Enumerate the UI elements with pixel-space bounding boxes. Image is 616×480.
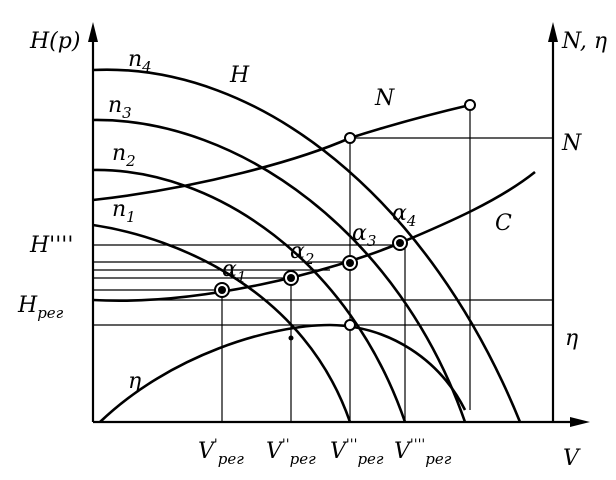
sub: 2: [125, 152, 136, 170]
sup: ': [214, 437, 218, 453]
point-dot: [287, 274, 295, 282]
eta-right-label: η: [565, 326, 578, 351]
point-dot: [218, 286, 226, 294]
hreg-label: Hрег: [17, 293, 64, 322]
n1-label: n1: [112, 197, 136, 226]
base: n: [128, 47, 142, 72]
markers: [214, 99, 476, 341]
curve-n4: [92, 68, 522, 423]
base: α: [222, 257, 237, 282]
base: V: [266, 439, 284, 464]
curve-n1: [92, 223, 352, 423]
point-eta: [344, 319, 356, 331]
v2-label: V''рег: [266, 437, 316, 468]
sup: ''': [346, 437, 358, 453]
sub: рег: [290, 450, 316, 468]
curve-n: [92, 103, 471, 202]
sup: '''': [410, 437, 425, 453]
point-n: [344, 132, 356, 144]
sub: рег: [357, 450, 383, 468]
alpha-1: α1: [222, 257, 246, 286]
alpha-4: α4: [392, 201, 416, 230]
alpha-3: α3: [352, 221, 376, 250]
x-axis-label: V: [563, 446, 581, 471]
base: n: [112, 141, 126, 166]
v3-label: V'''рег: [330, 437, 384, 468]
base: n: [108, 93, 122, 118]
axes: [88, 22, 590, 427]
v1-label: V'рег: [198, 437, 244, 468]
point-n-end: [464, 99, 476, 111]
n2-label: n2: [112, 141, 136, 170]
curve-c: [92, 170, 536, 302]
curve-eta: [99, 323, 467, 423]
base: α: [290, 239, 305, 264]
point-small: [288, 335, 294, 341]
n3-label: n3: [108, 93, 132, 122]
alpha-2: α2: [290, 239, 314, 268]
base: V: [198, 439, 216, 464]
arrow: [570, 417, 590, 427]
v4-label: V''''рег: [394, 437, 452, 468]
base: n: [112, 197, 126, 222]
sub: рег: [37, 304, 63, 322]
curve-n3: [92, 118, 467, 423]
sup: '': [282, 437, 290, 453]
curve-n2: [92, 168, 407, 423]
n-right-label: N: [561, 131, 582, 156]
sub: 3: [367, 232, 377, 250]
h4-label: H'''': [29, 233, 73, 258]
sub: 1: [126, 208, 136, 226]
sub: 3: [122, 104, 132, 122]
n4-label: n4: [128, 47, 152, 76]
v-guides: [221, 105, 471, 422]
base: H: [17, 293, 38, 318]
point-dot: [396, 239, 404, 247]
n-curve-label: N: [374, 86, 395, 111]
sub: 4: [406, 212, 417, 230]
base: V: [330, 439, 348, 464]
sub: 1: [237, 268, 247, 286]
left-axis-label: H(p): [29, 29, 80, 54]
base: V: [394, 439, 412, 464]
h-curve-label: H: [229, 63, 250, 88]
arrow: [548, 22, 558, 42]
labels: H(p) N, η V H'''' Hрег N η n4 n3 n2 n1 H…: [17, 29, 607, 471]
sub: 4: [141, 58, 152, 76]
curves: [92, 68, 536, 423]
sub: рег: [425, 450, 451, 468]
base: α: [352, 221, 367, 246]
arrow: [88, 22, 98, 42]
sub: рег: [218, 450, 244, 468]
h-guides: [93, 137, 553, 326]
eta-curve-label: η: [128, 369, 141, 394]
right-axis-label: N, η: [561, 29, 607, 54]
c-curve-label: C: [495, 211, 512, 236]
base: α: [392, 201, 407, 226]
point-dot: [346, 259, 354, 267]
sub: 2: [304, 250, 315, 268]
